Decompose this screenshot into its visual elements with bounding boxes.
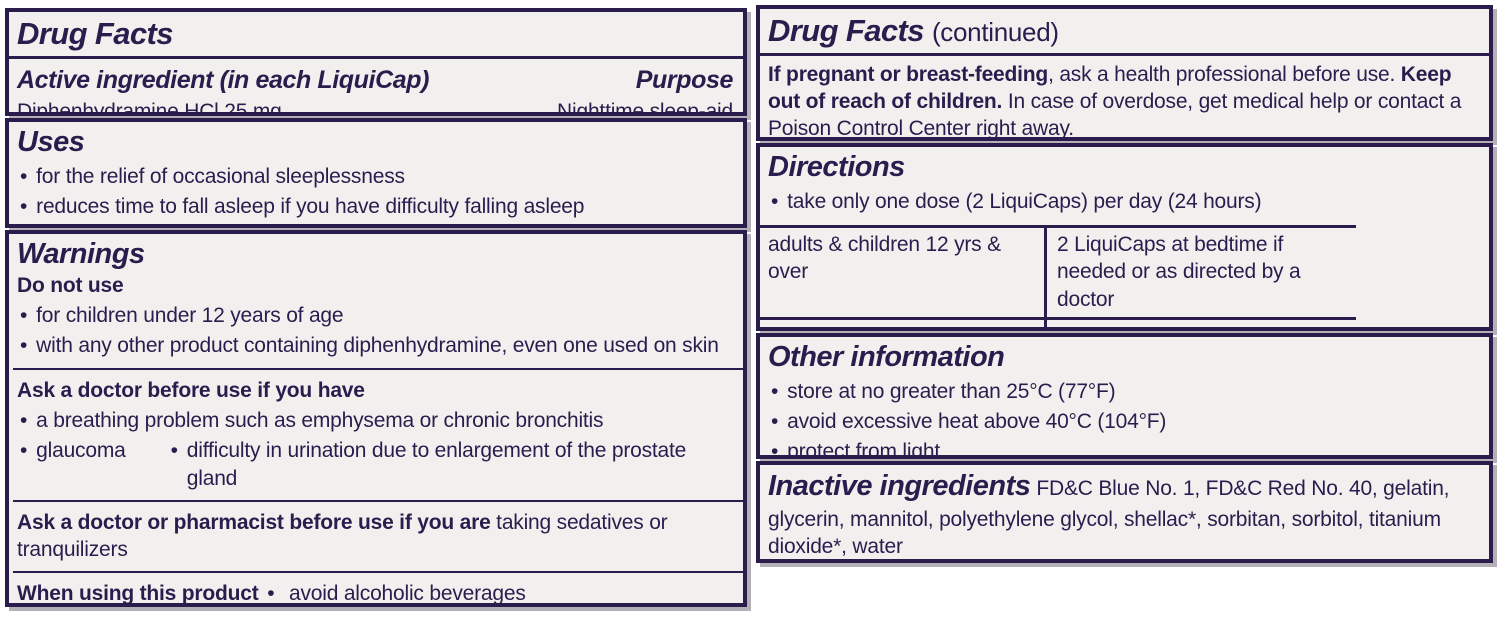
dot-leader xyxy=(286,115,551,116)
active-ingredient-row: Diphenhydramine HCl 25 mg Nighttime slee… xyxy=(17,98,733,116)
when-using-label: When using this product xyxy=(17,582,259,606)
drug-facts-continued-title: Drug Facts (continued) xyxy=(768,11,1479,49)
do-not-use-bullet-2-text: with any other product containing diphen… xyxy=(36,334,719,358)
panel-inactive-ingredients: Inactive ingredients FD&C Blue No. 1, FD&… xyxy=(756,461,1493,563)
panel-uses: Uses • for the relief of occasional slee… xyxy=(5,118,747,228)
pregnancy-warning-par: If pregnant or breast-feeding, ask a hea… xyxy=(768,61,1479,141)
bullet-icon: • xyxy=(20,195,28,219)
bullet-icon: • xyxy=(771,410,779,434)
when-using-par: When using this product • avoid alcoholi… xyxy=(17,580,733,606)
purpose-heading: Purpose xyxy=(635,65,734,94)
dosage-age-group: children under 12 yrs xyxy=(760,320,1044,327)
other-info-bullet-1: • store at no greater than 25°C (77°F) xyxy=(768,378,1479,405)
other-information-heading: Other information xyxy=(768,341,1005,373)
inactive-ingredients-par: Inactive ingredients FD&C Blue No. 1, FD&… xyxy=(768,468,1479,563)
uses-bullet-1: • for the relief of occasional sleepless… xyxy=(17,163,733,190)
directions-bullet: • take only one dose (2 LiquiCaps) per d… xyxy=(768,188,1479,215)
directions-bullet-text: take only one dose (2 LiquiCaps) per day… xyxy=(787,189,1262,213)
warnings-heading: Warnings xyxy=(17,238,145,270)
other-info-bullet-2: • avoid excessive heat above 40°C (104°F… xyxy=(768,408,1479,435)
panel-drug-facts-continued: Drug Facts (continued) If pregnant or br… xyxy=(756,5,1493,141)
bullet-icon: • xyxy=(20,334,28,358)
ask-doctor-pharmacist-text: taking sedatives or tranquilizers xyxy=(17,510,668,562)
table-row: children under 12 yrs do not use xyxy=(760,319,1356,327)
bullet-icon: • xyxy=(20,164,28,188)
bullet-icon: • xyxy=(20,304,28,328)
ask-doctor-bullet-1: • a breathing problem such as emphysema … xyxy=(17,407,733,434)
purpose-value: Nighttime sleep-aid xyxy=(557,100,733,116)
section-divider xyxy=(760,52,1489,56)
panel-other-information: Other information • store at no greater … xyxy=(756,333,1493,459)
do-not-use-bullet-1-text: for children under 12 years of age xyxy=(36,304,344,328)
bullet-icon: • xyxy=(771,379,779,403)
uses-bullet-1-text: for the relief of occasional sleeplessne… xyxy=(36,164,405,188)
inactive-ingredients-footnote: *May contain these ingredients xyxy=(768,560,1479,563)
bullet-icon: • xyxy=(20,439,28,463)
bullet-icon: • xyxy=(267,582,275,606)
dosage-age-group: adults & children 12 yrs & over xyxy=(768,233,1001,284)
drug-facts-title-text: Drug Facts xyxy=(768,13,925,48)
table-row: adults & children 12 yrs & over 2 LiquiC… xyxy=(760,228,1356,320)
keep-out-of-reach-bold: Keep out of reach of children. xyxy=(768,62,1452,113)
dosage-table: adults & children 12 yrs & over 2 LiquiC… xyxy=(760,225,1356,327)
other-info-bullet-3: • protect from light xyxy=(768,438,1479,459)
bullet-icon: • xyxy=(771,440,779,459)
drug-facts-title: Drug Facts xyxy=(17,16,174,51)
ask-doctor-pharmacist-label: Ask a doctor or pharmacist before use if… xyxy=(17,510,491,534)
dosage-instruction: 2 LiquiCaps at bedtime if needed or as d… xyxy=(1044,228,1356,317)
panel-warnings: Warnings Do not use • for children under… xyxy=(5,230,747,607)
active-ingredient-header-row: Active ingredient (in each LiquiCap) Pur… xyxy=(17,64,733,97)
when-using-text: avoid alcoholic beverages xyxy=(288,582,526,606)
section-divider xyxy=(13,571,743,574)
active-ingredient-heading: Active ingredient (in each LiquiCap) xyxy=(17,65,430,94)
dosage-instruction: do not use xyxy=(1044,319,1356,327)
continued-label: (continued) xyxy=(931,17,1059,47)
other-info-bullet-3-text: protect from light xyxy=(787,440,940,459)
section-divider xyxy=(13,499,743,502)
other-info-bullet-2-text: avoid excessive heat above 40°C (104°F) xyxy=(787,410,1167,434)
section-divider xyxy=(13,367,743,370)
ask-doctor-label: Ask a doctor before use if you have xyxy=(17,378,365,402)
pregnancy-bold: If pregnant or breast-feeding xyxy=(768,62,1049,86)
uses-heading: Uses xyxy=(17,126,85,158)
ask-doctor-bullet-2-text: glaucoma xyxy=(36,439,126,463)
bullet-icon: • xyxy=(20,408,28,432)
ask-doctor-pharmacist-par: Ask a doctor or pharmacist before use if… xyxy=(17,509,733,564)
bullet-icon: • xyxy=(771,189,779,213)
ingredient-name: Diphenhydramine HCl 25 mg xyxy=(17,100,282,116)
ask-doctor-bullet-3-text: difficulty in urination due to enlargeme… xyxy=(186,439,687,490)
other-info-bullet-1-text: store at no greater than 25°C (77°F) xyxy=(787,379,1116,403)
bullet-icon: • xyxy=(170,439,178,463)
uses-bullet-2-text: reduces time to fall asleep if you have … xyxy=(36,195,585,219)
panel-drug-facts: Drug Facts Active ingredient (in each Li… xyxy=(5,8,747,116)
ask-doctor-bullet-row: • glaucoma • difficulty in urination due… xyxy=(17,437,733,492)
do-not-use-label: Do not use xyxy=(17,273,124,297)
inactive-ingredients-heading: Inactive ingredients xyxy=(768,470,1031,502)
ask-doctor-bullet-1-text: a breathing problem such as emphysema or… xyxy=(36,408,604,432)
do-not-use-bullet-2: • with any other product containing diph… xyxy=(17,332,733,359)
pregnancy-text-1: , ask a health professional before use. xyxy=(1048,62,1401,86)
section-divider xyxy=(9,55,743,59)
uses-bullet-2: • reduces time to fall asleep if you hav… xyxy=(17,193,733,220)
panel-directions: Directions • take only one dose (2 Liqui… xyxy=(756,143,1493,331)
do-not-use-bullet-1: • for children under 12 years of age xyxy=(17,302,733,329)
directions-heading: Directions xyxy=(768,151,905,183)
pregnancy-text-2: In case of overdose, get medical help or… xyxy=(768,89,1462,141)
inactive-ingredients-text: FD&C Blue No. 1, FD&C Red No. 40, gelati… xyxy=(768,477,1450,558)
